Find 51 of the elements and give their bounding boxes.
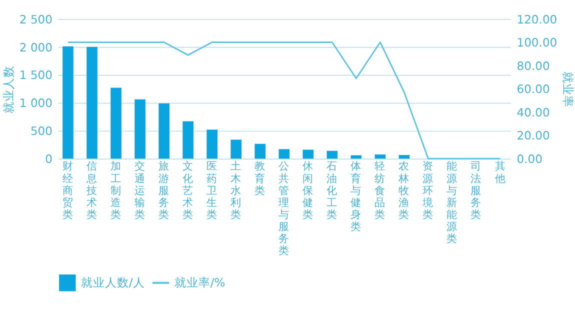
y2-tick-label: 0.00 xyxy=(516,152,542,166)
y2-tick-label: 80.00 xyxy=(516,58,550,73)
x-tick-label: 能源与新能源类 xyxy=(446,160,458,245)
x-tick-label: 教育类 xyxy=(254,160,266,197)
bar xyxy=(278,149,290,159)
y2-tick-label: 100.00 xyxy=(516,36,558,50)
y-tick-label: 1 000 xyxy=(19,96,52,110)
y-tick-label: 2 000 xyxy=(19,40,52,54)
x-tick-label: 石油化工类 xyxy=(326,160,338,221)
bar xyxy=(254,144,266,159)
y-tick-label: 500 xyxy=(30,124,52,138)
legend-label: 就业率/% xyxy=(174,276,226,290)
x-tick-label: 医药卫生类 xyxy=(206,160,218,221)
bar xyxy=(86,46,98,159)
x-tick-label: 公共管理与服务类 xyxy=(278,160,290,257)
x-tick-label: 财经商贸类 xyxy=(62,160,74,221)
y-tick-label: 1 500 xyxy=(19,68,52,82)
y-tick-label: 0 xyxy=(45,152,52,166)
x-tick-label: 土木水利类 xyxy=(230,160,242,221)
bar xyxy=(206,130,218,159)
y2-tick-label: 40.00 xyxy=(516,105,550,120)
x-tick-label: 司法服务类 xyxy=(470,160,482,221)
x-tick-label: 体育与健身类 xyxy=(350,160,362,233)
bar xyxy=(62,46,74,159)
line-series xyxy=(67,42,501,160)
x-tick-label: 旅游服务类 xyxy=(158,160,170,221)
bar xyxy=(230,140,242,159)
bar xyxy=(134,99,146,159)
y2-tick-label: 20.00 xyxy=(516,128,550,143)
x-tick-label: 交通运输类 xyxy=(134,160,146,221)
bar xyxy=(374,154,386,159)
bar xyxy=(326,150,338,159)
y2-tick-label: 120.00 xyxy=(516,12,558,26)
x-tick-label: 轻纺食品类 xyxy=(374,160,386,221)
x-tick-label: 信息技术类 xyxy=(86,160,98,221)
bar xyxy=(182,121,194,159)
bar xyxy=(398,155,410,159)
x-tick-label: 休闲保健类 xyxy=(302,160,314,221)
x-tick-label: 其他 xyxy=(494,160,506,185)
bar xyxy=(110,88,122,159)
bar xyxy=(158,103,170,159)
y2-axis-title: 就业率 xyxy=(560,71,575,108)
y-tick-label: 2 500 xyxy=(19,12,52,26)
bar xyxy=(302,150,314,159)
x-tick-label: 农林牧渔类 xyxy=(398,160,410,221)
y-axis-title: 就业人数 xyxy=(2,65,16,114)
y2-tick-label: 60.00 xyxy=(516,82,550,96)
x-tick-label: 资源环境类 xyxy=(422,160,434,221)
x-tick-label: 文化艺术类 xyxy=(182,160,194,221)
x-tick-label: 加工制造类 xyxy=(110,160,122,221)
legend-label: 就业人数/人 xyxy=(80,276,145,290)
